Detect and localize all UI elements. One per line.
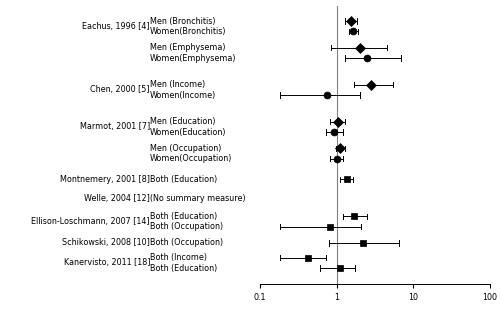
Text: Both (Income): Both (Income) <box>150 253 207 262</box>
Text: Both (Education): Both (Education) <box>150 175 217 184</box>
Text: Both (Occupation): Both (Occupation) <box>150 239 223 247</box>
Text: Ellison-Loschmann, 2007 [14]: Ellison-Loschmann, 2007 [14] <box>32 217 150 226</box>
Text: Both (Education): Both (Education) <box>150 212 217 221</box>
Text: Montnemery, 2001 [8]: Montnemery, 2001 [8] <box>60 175 150 184</box>
Text: Women(Education): Women(Education) <box>150 128 226 137</box>
Text: Both (Occupation): Both (Occupation) <box>150 222 223 231</box>
Text: Eachus, 1996 [4]: Eachus, 1996 [4] <box>82 22 150 31</box>
Text: Men (Occupation): Men (Occupation) <box>150 144 222 153</box>
Text: Men (Bronchitis): Men (Bronchitis) <box>150 17 216 26</box>
Text: Men (Emphysema): Men (Emphysema) <box>150 43 226 52</box>
Text: Men (Income): Men (Income) <box>150 80 206 89</box>
Text: Schikowski, 2008 [10]: Schikowski, 2008 [10] <box>62 239 150 247</box>
Text: (No summary measure): (No summary measure) <box>150 194 246 203</box>
Text: Women(Emphysema): Women(Emphysema) <box>150 54 236 63</box>
Text: Marmot, 2001 [7]: Marmot, 2001 [7] <box>80 122 150 131</box>
Text: Welle, 2004 [12]: Welle, 2004 [12] <box>84 194 150 203</box>
Text: Women(Bronchitis): Women(Bronchitis) <box>150 27 226 36</box>
Text: Chen, 2000 [5]: Chen, 2000 [5] <box>90 85 150 94</box>
Text: Men (Education): Men (Education) <box>150 117 216 126</box>
Text: Women(Occupation): Women(Occupation) <box>150 154 232 163</box>
Text: Both (Education): Both (Education) <box>150 264 217 273</box>
Text: Kanervisto, 2011 [18]: Kanervisto, 2011 [18] <box>64 258 150 267</box>
Text: Women(Income): Women(Income) <box>150 91 216 100</box>
